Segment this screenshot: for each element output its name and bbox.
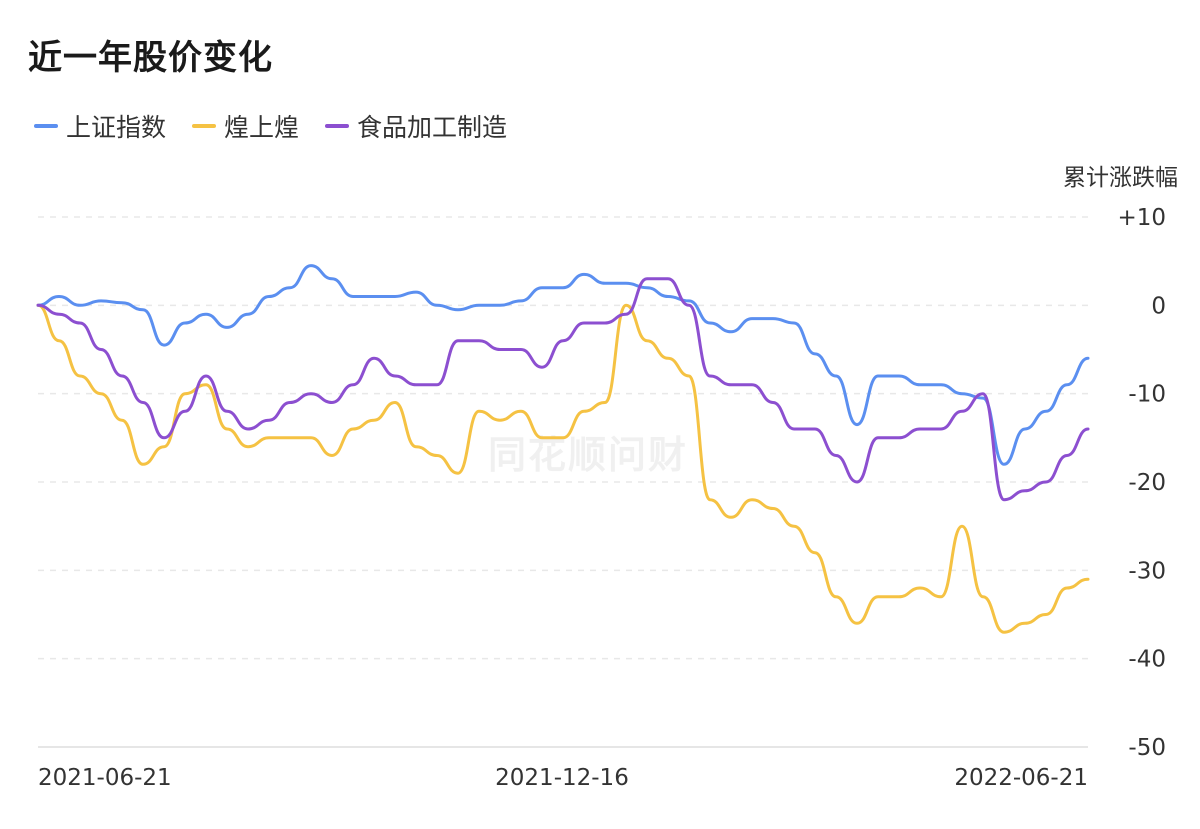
x-tick-label: 2022-06-21 [954,765,1088,791]
chart-title: 近一年股价变化 [28,38,273,78]
legend-item-shanghai-index[interactable]: 上证指数 [34,108,166,144]
y-tick-label: 0 [1151,293,1166,319]
y-tick-label: -40 [1128,647,1166,673]
y-axis-unit-label: 累计涨跌幅 [1063,165,1178,191]
legend-label-huangshanghuang: 煌上煌 [224,113,300,142]
x-tick-label: 2021-06-21 [38,765,172,791]
series-line-shanghai-index [36,264,1090,466]
legend-swatch-shanghai-index [34,124,58,128]
legend-label-food-processing: 食品加工制造 [357,113,508,142]
legend-label-shanghai-index: 上证指数 [66,113,167,142]
series-line-food-processing [36,277,1090,502]
series-lines [36,264,1090,634]
y-tick-label: -30 [1128,558,1166,584]
y-tick-labels: +10 0 -10 -20 -30 -40 -50 [1117,205,1166,761]
y-tick-label: -20 [1128,470,1166,496]
watermark: 同花顺问财 [488,433,689,477]
grid-lines [38,216,1088,748]
series-line-huangshanghuang [36,303,1090,634]
legend-item-food-processing[interactable]: 食品加工制造 [325,108,507,144]
x-tick-label: 2021-12-16 [495,765,629,791]
legend: 上证指数 煌上煌 食品加工制造 [34,108,507,144]
y-tick-label: -50 [1128,735,1166,761]
y-tick-label: -10 [1128,382,1166,408]
legend-item-huangshanghuang[interactable]: 煌上煌 [192,108,299,144]
legend-swatch-huangshanghuang [192,124,217,128]
y-tick-label: +10 [1117,205,1166,231]
x-tick-labels: 2021-06-21 2021-12-16 2022-06-21 [38,765,1088,791]
legend-swatch-food-processing [325,124,350,128]
